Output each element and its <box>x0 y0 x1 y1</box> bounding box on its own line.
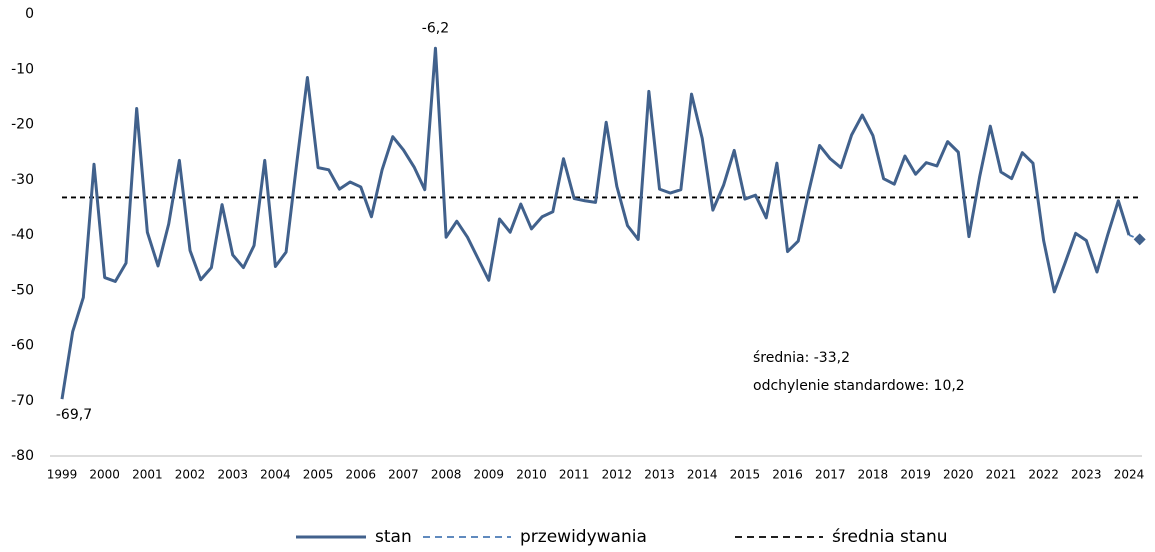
x-tick-label: 2022 <box>1028 468 1059 482</box>
forecast-marker <box>1133 233 1146 246</box>
x-tick-label: 2016 <box>772 468 803 482</box>
y-tick-label: 0 <box>25 6 34 22</box>
x-tick-label: 2008 <box>431 468 462 482</box>
x-tick-label: 2014 <box>687 468 718 482</box>
y-tick-label: -70 <box>11 393 34 409</box>
data-label: -69,7 <box>56 407 92 423</box>
x-tick-label: 2009 <box>474 468 505 482</box>
y-tick-label: -80 <box>11 448 34 464</box>
x-tick-label: 2006 <box>345 468 376 482</box>
series-line <box>60 46 1131 400</box>
x-tick-label: 2005 <box>303 468 334 482</box>
y-tick-label: -10 <box>11 61 34 77</box>
annotation: średnia: -33,2 <box>753 350 850 366</box>
y-tick-label: -40 <box>11 227 34 243</box>
x-tick-label: 2007 <box>388 468 419 482</box>
y-tick-label: -60 <box>11 338 34 354</box>
annotation: odchylenie standardowe: 10,2 <box>753 378 965 394</box>
y-tick-label: -20 <box>11 117 34 133</box>
data-label: -6,2 <box>422 20 449 36</box>
y-tick-label: -50 <box>11 282 34 298</box>
x-tick-label: 2013 <box>644 468 675 482</box>
x-tick-label: 2017 <box>815 468 846 482</box>
x-tick-label: 2020 <box>943 468 974 482</box>
x-tick-label: 2011 <box>559 468 590 482</box>
x-tick-label: 2018 <box>858 468 889 482</box>
x-tick-label: 2021 <box>986 468 1017 482</box>
x-tick-label: 2012 <box>602 468 633 482</box>
x-tick-label: 2001 <box>132 468 163 482</box>
legend-label: stan <box>375 527 412 547</box>
x-tick-label: 1999 <box>47 468 78 482</box>
x-tick-label: 2000 <box>89 468 120 482</box>
x-tick-label: 2015 <box>730 468 761 482</box>
x-tick-label: 2002 <box>175 468 206 482</box>
x-tick-label: 2023 <box>1071 468 1102 482</box>
x-tick-label: 2019 <box>900 468 931 482</box>
legend-label: przewidywania <box>520 527 647 547</box>
x-tick-label: 2003 <box>217 468 248 482</box>
x-tick-label: 2010 <box>516 468 547 482</box>
x-tick-label: 2004 <box>260 468 291 482</box>
legend-label: średnia stanu <box>832 527 948 547</box>
y-tick-label: -30 <box>11 172 34 188</box>
x-tick-label: 2024 <box>1114 468 1145 482</box>
